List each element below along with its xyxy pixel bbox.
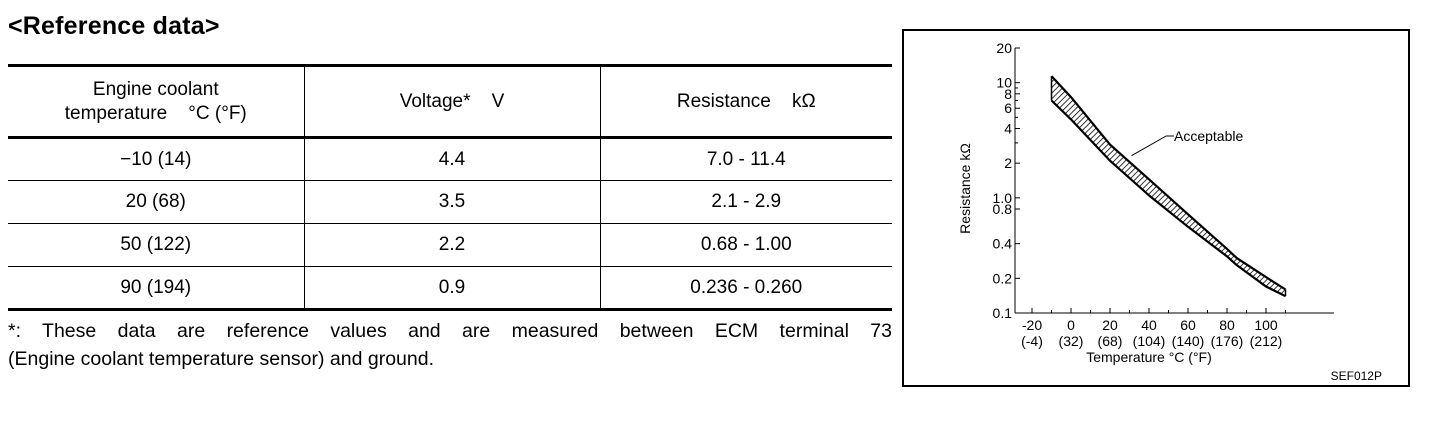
reference-data-table: Engine coolant temperature °C (°F) Volta… [8, 64, 892, 311]
y-tick-label: 0.1 [993, 305, 1013, 321]
y-tick-label: 0.8 [993, 201, 1013, 217]
header-voltage: Voltage* V [303, 64, 600, 139]
chart-labels: 201086421.00.80.40.20.1-20(-4)0(32)20(68… [957, 40, 1382, 383]
cell-resistance: 0.236 - 0.260 [599, 266, 892, 311]
y-tick-label: 10 [996, 75, 1012, 91]
cell-temperature: 20 (68) [8, 180, 304, 224]
cell-temperature: 90 (194) [8, 266, 304, 311]
table-row: −10 (14) 4.4 7.0 - 11.4 [8, 137, 892, 181]
x-tick-label: 0 [1067, 317, 1075, 333]
acceptable-band [1050, 75, 1287, 298]
chart-axes [1014, 47, 1334, 314]
x-tick-sublabel: (176) [1211, 333, 1244, 349]
y-tick-label: 0.4 [993, 236, 1013, 252]
resistance-temperature-chart: 20 10 8 6 4 2 1.0 0.8 0.4 0.2 0.1 -20 (-4) 0 (32) 20 (68… [902, 29, 1410, 387]
x-tick-sublabel: (68) [1098, 333, 1123, 349]
y-tick-label: 1.0 [993, 190, 1013, 206]
table-row: 50 (122) 2.2 0.68 - 1.00 [8, 223, 892, 267]
x-tick-sublabel: (104) [1133, 333, 1166, 349]
x-tick-sublabel: (32) [1059, 333, 1084, 349]
header-resistance: Resistance kΩ [599, 64, 892, 139]
header-engine-coolant-temperature: Engine coolant temperature °C (°F) [8, 64, 304, 139]
x-tick-label: 20 [1102, 317, 1118, 333]
acceptable-label: Acceptable [1174, 128, 1243, 144]
footnote: *: These data are reference values and a… [8, 317, 892, 373]
cell-temperature: −10 (14) [8, 137, 304, 181]
x-tick-label: -20 [1022, 317, 1042, 333]
x-axis-label: Temperature °C (°F) [1086, 349, 1212, 365]
chart-canvas: 201086421.00.80.40.20.1-20(-4)0(32)20(68… [957, 40, 1382, 383]
cell-voltage: 3.5 [303, 180, 600, 224]
y-tick-label: 4 [1004, 120, 1012, 136]
cell-voltage: 0.9 [303, 266, 600, 311]
table-row: 90 (194) 0.9 0.236 - 0.260 [8, 266, 892, 311]
x-tick-sublabel: (212) [1250, 333, 1283, 349]
x-tick-label: 100 [1254, 317, 1278, 333]
cell-temperature: 50 (122) [8, 223, 304, 267]
acceptable-band-lower-edge [1050, 99, 1286, 298]
header-temp-line-2: temperature °C (°F) [64, 102, 247, 124]
y-tick-label: 2 [1004, 155, 1012, 171]
x-tick-sublabel: (140) [1172, 333, 1205, 349]
y-axis-label: Resistance kΩ [957, 143, 973, 234]
y-tick-label: 0.2 [993, 270, 1013, 286]
cell-resistance: 0.68 - 1.00 [599, 223, 892, 267]
acceptable-band-upper-edge [1050, 75, 1287, 291]
x-tick-label: 40 [1141, 317, 1157, 333]
footnote-line-2: (Engine coolant temperature sensor) and … [8, 348, 435, 370]
table-header-row: Engine coolant temperature °C (°F) Volta… [8, 64, 892, 139]
footnote-line-1: *: These data are reference values and a… [8, 320, 892, 342]
acceptable-band-fill [1051, 76, 1286, 297]
figure-code: SEF012P [1331, 369, 1382, 383]
cell-resistance: 7.0 - 11.4 [599, 137, 892, 181]
header-temp-line-1: Engine coolant [92, 78, 219, 100]
y-tick-label: 8 [1004, 86, 1012, 102]
y-tick-label: 20 [996, 40, 1012, 56]
x-tick-sublabel: (-4) [1021, 333, 1043, 349]
cell-voltage: 2.2 [303, 223, 600, 267]
y-tick-label: 6 [1004, 100, 1012, 116]
cell-voltage: 4.4 [303, 137, 600, 181]
acceptable-leader-line [1131, 135, 1167, 157]
cell-resistance: 2.1 - 2.9 [599, 180, 892, 224]
table-row: 20 (68) 3.5 2.1 - 2.9 [8, 180, 892, 224]
x-tick-label: 80 [1219, 317, 1235, 333]
x-tick-label: 60 [1180, 317, 1196, 333]
reference-data-heading: <Reference data> [8, 12, 220, 40]
